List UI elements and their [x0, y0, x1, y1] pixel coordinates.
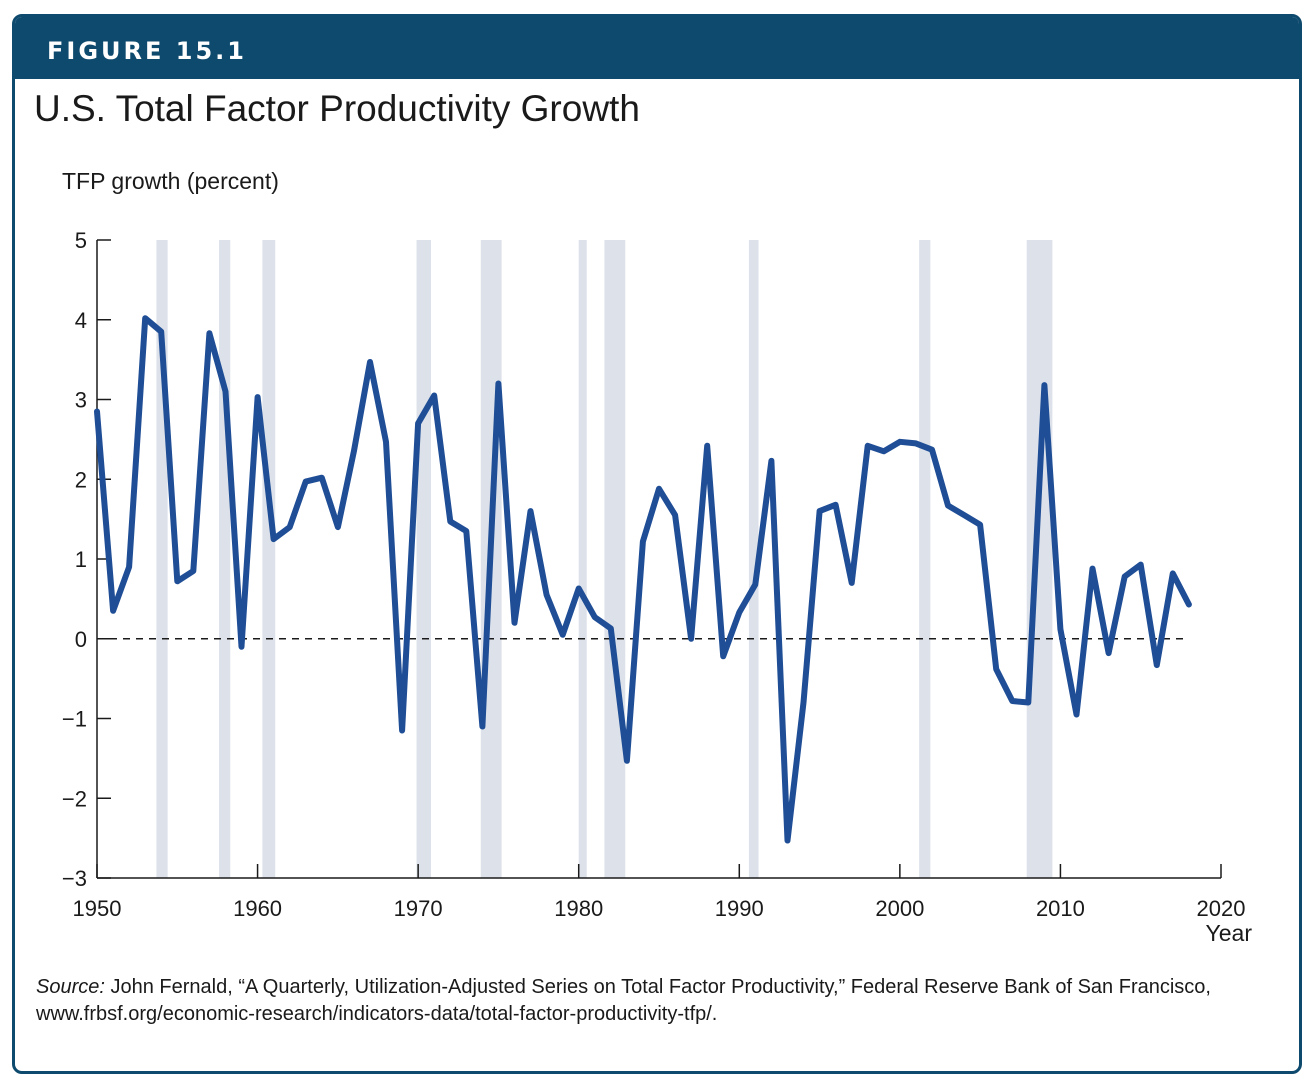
shaded-period-6 — [604, 240, 626, 878]
y-tick-label: −1 — [62, 707, 87, 732]
tfp-growth-series-line — [94, 315, 1192, 844]
y-tick-label: 0 — [75, 627, 87, 652]
shaded-period-7 — [748, 240, 759, 878]
y-tick-label: 2 — [75, 467, 87, 492]
shaded-period-5 — [578, 240, 587, 878]
figure-header-bar: FIGURE 15.1 — [15, 17, 1299, 79]
y-tick-label: 4 — [75, 308, 87, 333]
y-tick-label: −2 — [62, 786, 87, 811]
y-tick-label: 5 — [75, 228, 87, 253]
shaded-period-3 — [416, 240, 431, 878]
x-tick-label: 2020 — [1197, 896, 1246, 921]
source-note: Source: John Fernald, “A Quarterly, Util… — [36, 974, 1256, 1028]
x-tick-label: 2010 — [1036, 896, 1085, 921]
y-tick-label: −3 — [62, 866, 87, 891]
source-label: Source: — [36, 976, 105, 998]
x-tick-label: 1980 — [554, 896, 603, 921]
figure-label: FIGURE 15.1 — [47, 37, 247, 65]
shaded-period-1 — [219, 240, 231, 878]
chart-title: U.S. Total Factor Productivity Growth — [34, 88, 640, 129]
x-axis-label: Year — [1205, 920, 1252, 946]
shaded-period-0 — [156, 240, 168, 878]
source-text: John Fernald, “A Quarterly, Utilization-… — [36, 976, 1211, 1025]
x-tick-label: 1950 — [73, 896, 122, 921]
shaded-period-9 — [1026, 240, 1053, 878]
y-axis-label: TFP growth (percent) — [62, 168, 279, 194]
x-tick-label: 2000 — [875, 896, 924, 921]
x-tick-label: 1970 — [394, 896, 443, 921]
y-tick-label: 3 — [75, 388, 87, 413]
shaded-period-2 — [262, 240, 276, 878]
y-tick-label: 1 — [75, 547, 87, 572]
x-tick-label: 1990 — [715, 896, 764, 921]
shaded-period-8 — [919, 240, 931, 878]
x-tick-label: 1960 — [233, 896, 282, 921]
